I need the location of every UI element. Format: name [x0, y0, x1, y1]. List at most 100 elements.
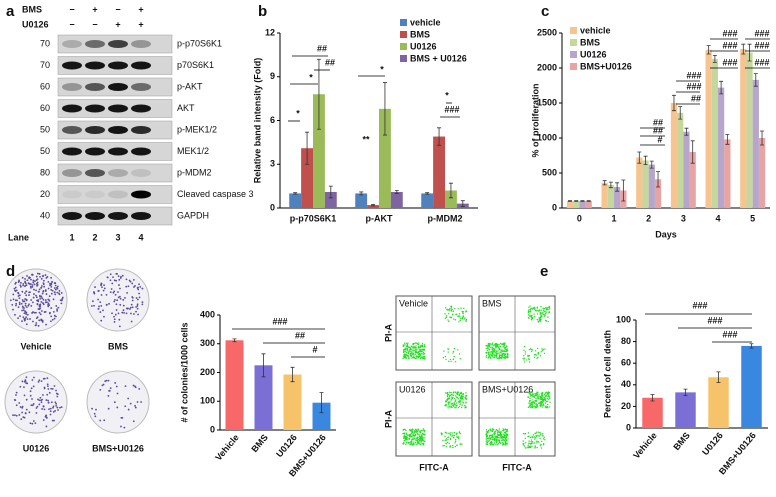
x-tick-label: BMS — [249, 432, 270, 454]
colony — [101, 286, 103, 289]
colony — [24, 298, 26, 300]
protein-name: MEK1/2 — [177, 146, 209, 156]
flow-event — [534, 399, 536, 402]
flow-event — [486, 431, 489, 433]
colony — [50, 401, 53, 404]
blot-band — [131, 190, 151, 199]
colony — [136, 298, 139, 301]
flow-event — [539, 445, 542, 447]
flow-event — [523, 349, 525, 351]
colony — [98, 305, 100, 308]
flow-event — [461, 404, 463, 406]
flow-event — [549, 401, 551, 404]
flow-event — [404, 349, 407, 351]
flow-event — [489, 343, 492, 345]
flow-event — [500, 439, 503, 442]
colony — [42, 282, 45, 285]
flow-event — [449, 434, 452, 436]
flow-event — [419, 436, 421, 438]
flow-event — [504, 441, 507, 444]
colony — [109, 387, 112, 389]
colony — [38, 290, 40, 293]
flow-event — [500, 349, 502, 351]
flow-event — [414, 443, 416, 445]
flow-event — [414, 441, 417, 444]
x-axis-label: Days — [655, 229, 677, 239]
flow-event — [537, 396, 539, 398]
colony — [47, 303, 49, 306]
flow-event — [532, 434, 535, 436]
flow-event — [498, 344, 501, 346]
colony — [43, 377, 46, 380]
flow-event — [422, 433, 425, 436]
flow-event — [486, 435, 489, 438]
colony — [42, 279, 45, 282]
flow-event — [461, 394, 463, 397]
colony — [50, 283, 53, 286]
flow-event — [540, 309, 542, 311]
colony — [15, 404, 18, 407]
flow-event — [411, 431, 413, 433]
colony — [35, 294, 37, 297]
flow-event — [494, 352, 497, 354]
flow-event — [419, 434, 421, 436]
colony — [42, 302, 44, 304]
error-bar — [293, 192, 298, 195]
flow-event — [485, 429, 488, 431]
flow-event — [449, 445, 452, 447]
bar — [677, 112, 684, 208]
flow-event — [419, 431, 421, 434]
colony — [122, 309, 125, 312]
colony — [45, 416, 48, 419]
marker-size: 50 — [40, 124, 50, 134]
colony — [105, 379, 108, 382]
y-tick-label: 1500 — [537, 97, 557, 107]
colony — [136, 287, 139, 289]
bar — [642, 160, 649, 208]
flow-event — [524, 442, 527, 444]
flow-event — [542, 348, 544, 351]
colony — [35, 317, 38, 320]
flow-event — [462, 393, 464, 396]
flow-event — [458, 353, 461, 355]
flow-event — [404, 434, 406, 436]
blot-band — [108, 40, 128, 48]
y-tick-label: 3 — [270, 159, 275, 169]
flow-event — [504, 355, 506, 357]
flow-event — [447, 348, 450, 350]
blot-band — [62, 83, 82, 91]
flow-event — [496, 345, 499, 347]
flow-event — [445, 358, 447, 361]
flow-event — [448, 391, 451, 393]
flow-event — [454, 407, 456, 409]
flow-event — [538, 441, 540, 443]
colony — [49, 410, 52, 413]
flow-event — [501, 444, 504, 446]
colony — [102, 289, 105, 292]
error-bar — [615, 182, 620, 192]
colony — [28, 276, 31, 279]
flow-event — [461, 443, 463, 445]
flow-event — [451, 396, 453, 398]
flow-event — [498, 357, 501, 360]
flow-event — [544, 398, 546, 400]
flow-event — [446, 393, 449, 395]
flow-event — [504, 350, 506, 352]
colony — [25, 313, 27, 315]
colony — [109, 279, 112, 282]
flow-event — [523, 445, 526, 447]
flow-event — [459, 432, 461, 435]
flow-event — [498, 346, 500, 348]
flow-event — [459, 392, 461, 394]
colony — [57, 409, 59, 411]
flow-event — [492, 444, 495, 446]
protein-name: p-MDM2 — [177, 167, 212, 177]
flow-event — [530, 440, 532, 443]
flow-event — [528, 358, 530, 360]
y-tick-label: 300 — [200, 338, 215, 348]
significance: ### — [444, 104, 459, 114]
colony — [20, 282, 22, 284]
flow-event — [530, 350, 533, 353]
flow-event — [465, 395, 468, 397]
colony — [28, 303, 30, 306]
